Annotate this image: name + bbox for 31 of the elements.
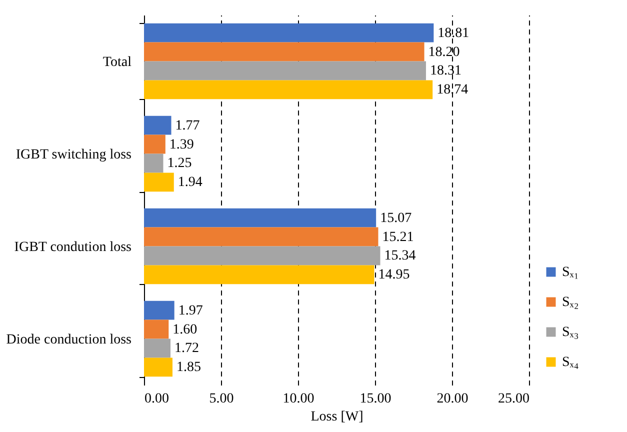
data-label: 1.25 xyxy=(167,156,192,172)
data-label: 1.72 xyxy=(174,341,199,356)
x-tick-label: 20.00 xyxy=(436,392,468,406)
data-label: 18.74 xyxy=(436,82,468,98)
data-label: 15.34 xyxy=(384,248,416,264)
y-tick-label: Total xyxy=(102,54,132,70)
x-tick-label: 10.00 xyxy=(282,392,314,406)
data-label: 14.95 xyxy=(378,268,410,283)
legend-label: Sₓ₁ xyxy=(562,265,579,280)
legend-label: Sₓ₃ xyxy=(562,325,579,340)
legend-label: Sₓ₂ xyxy=(562,295,579,310)
x-tick-label: 25.00 xyxy=(498,392,530,406)
data-label: 18.81 xyxy=(438,26,470,41)
x-tick-label: 5.00 xyxy=(209,392,234,406)
x-axis-title: Loss [W] xyxy=(310,410,364,424)
y-tick-label: IGBT switching loss xyxy=(16,147,132,162)
data-label: 1.39 xyxy=(169,137,194,152)
data-label: 18.31 xyxy=(430,64,462,79)
data-label: 18.20 xyxy=(428,44,460,60)
x-tick-label: 0.00 xyxy=(144,392,169,406)
data-label: 15.21 xyxy=(382,230,414,245)
data-label: 1.60 xyxy=(172,322,198,338)
data-label: 1.85 xyxy=(176,360,201,376)
data-label: 15.07 xyxy=(380,210,412,226)
x-tick-label: 15.00 xyxy=(360,392,392,406)
data-label: 1.77 xyxy=(175,118,200,134)
data-label: 1.97 xyxy=(178,303,203,318)
y-tick-label: IGBT condution loss xyxy=(14,240,132,255)
data-label: 1.94 xyxy=(178,175,202,190)
legend-label: Sₓ₄ xyxy=(562,355,579,370)
y-tick-label: Diode conduction loss xyxy=(6,332,132,348)
